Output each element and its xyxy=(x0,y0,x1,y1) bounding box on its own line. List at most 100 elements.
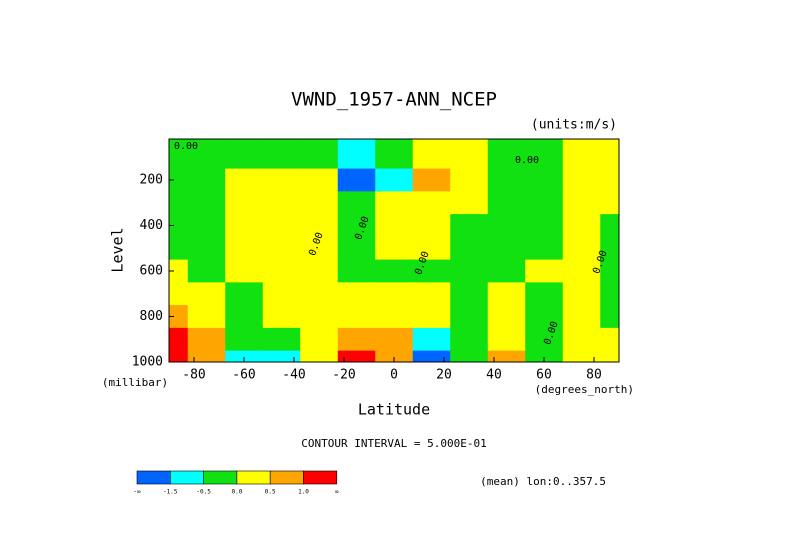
contour-cell xyxy=(187,214,226,238)
contour-cell xyxy=(169,191,189,215)
contour-cell xyxy=(375,236,414,261)
colorbar-label: -1.5 xyxy=(163,489,178,496)
contour-cell xyxy=(337,327,376,352)
contour-cell xyxy=(487,236,526,261)
contour-cell xyxy=(412,139,451,170)
contour-cell xyxy=(300,305,339,329)
contour-cell xyxy=(600,236,620,261)
x-tick-label: -60 xyxy=(232,368,255,383)
contour-cell xyxy=(225,214,264,238)
contour-cell xyxy=(337,350,376,363)
contour-cell xyxy=(562,327,601,352)
contour-cell xyxy=(262,350,301,363)
contour-cell xyxy=(169,350,189,363)
x-tick-label: -20 xyxy=(332,368,355,383)
colorbar-swatch xyxy=(269,470,304,485)
contour-cell xyxy=(337,236,376,261)
contour-label: 0.00 xyxy=(174,141,198,152)
contour-cell xyxy=(187,139,226,170)
contour-cell xyxy=(487,191,526,215)
contour-cell xyxy=(600,191,620,215)
x-tick-label: 20 xyxy=(436,368,452,383)
contour-cell xyxy=(600,327,620,352)
contour-cell xyxy=(337,191,376,215)
contour-cell xyxy=(225,191,264,215)
contour-cell xyxy=(375,139,414,170)
contour-cell xyxy=(600,259,620,283)
colorbar-swatch xyxy=(136,470,171,485)
contour-cell xyxy=(487,214,526,238)
contour-cell xyxy=(562,236,601,261)
contour-cell xyxy=(262,305,301,329)
contour-cell xyxy=(412,350,451,363)
contour-cell xyxy=(600,305,620,329)
contour-cell xyxy=(187,327,226,352)
contour-cell xyxy=(300,214,339,238)
contour-cell xyxy=(337,305,376,329)
colorbar-label: 1.0 xyxy=(298,489,309,496)
y-tick-label: 800 xyxy=(140,309,163,324)
y-unit-label: (millibar) xyxy=(102,376,168,389)
contour-cell xyxy=(300,191,339,215)
contour-cell xyxy=(187,168,226,192)
y-tick-label: 200 xyxy=(140,172,163,187)
contour-cell xyxy=(225,139,264,170)
contour-cell xyxy=(262,259,301,283)
contour-cell xyxy=(487,327,526,352)
chart-title: VWND_1957-ANN_NCEP xyxy=(291,89,497,111)
contour-cell xyxy=(225,350,264,363)
x-tick-label: 40 xyxy=(486,368,502,383)
contour-cell xyxy=(412,305,451,329)
contour-cell xyxy=(187,350,226,363)
contour-cell xyxy=(525,350,564,363)
contour-cell xyxy=(187,236,226,261)
contour-cell xyxy=(525,139,564,170)
contour-cell xyxy=(300,259,339,283)
contour-cell xyxy=(412,214,451,238)
contour-cell xyxy=(169,236,189,261)
contour-cell xyxy=(375,214,414,238)
contour-cell xyxy=(412,236,451,261)
contour-cell xyxy=(412,282,451,306)
contour-cell xyxy=(525,214,564,238)
colorbar-swatch xyxy=(170,470,204,485)
contour-cell xyxy=(562,259,601,283)
colorbar-label: -∞ xyxy=(133,489,141,496)
contour-cell xyxy=(600,139,620,170)
contour-cell xyxy=(225,327,264,352)
y-tick-label: 600 xyxy=(140,263,163,278)
contour-cell xyxy=(169,282,189,306)
contour-cell xyxy=(562,305,601,329)
contour-cell xyxy=(412,168,451,192)
contour-cell xyxy=(525,282,564,306)
colorbar-label: 0.5 xyxy=(265,489,276,496)
contour-cell xyxy=(262,214,301,238)
contour-cell xyxy=(187,191,226,215)
contour-cell xyxy=(262,236,301,261)
contour-cell xyxy=(169,214,189,238)
contour-cell xyxy=(412,191,451,215)
contour-cell xyxy=(487,305,526,329)
contour-cell xyxy=(525,236,564,261)
contour-cell xyxy=(187,259,226,283)
contour-cell xyxy=(562,168,601,192)
contour-cell xyxy=(169,327,189,352)
contour-cell xyxy=(525,259,564,283)
contour-cell xyxy=(487,282,526,306)
contour-cell xyxy=(300,139,339,170)
contour-cell xyxy=(450,305,489,329)
contour-cell xyxy=(450,327,489,352)
units-label: (units:m/s) xyxy=(531,118,617,133)
contour-label: 0.00 xyxy=(515,155,539,166)
contour-cell xyxy=(375,327,414,352)
contour-cell xyxy=(300,168,339,192)
x-tick-label: -80 xyxy=(182,368,205,383)
contour-cell xyxy=(337,214,376,238)
contour-cell xyxy=(600,168,620,192)
contour-cell xyxy=(525,327,564,352)
x-tick-label: -40 xyxy=(282,368,305,383)
colorbar-label: ∞ xyxy=(335,489,339,496)
contour-cell xyxy=(487,350,526,363)
x-tick-label: 0 xyxy=(390,368,398,383)
contour-cell xyxy=(412,327,451,352)
